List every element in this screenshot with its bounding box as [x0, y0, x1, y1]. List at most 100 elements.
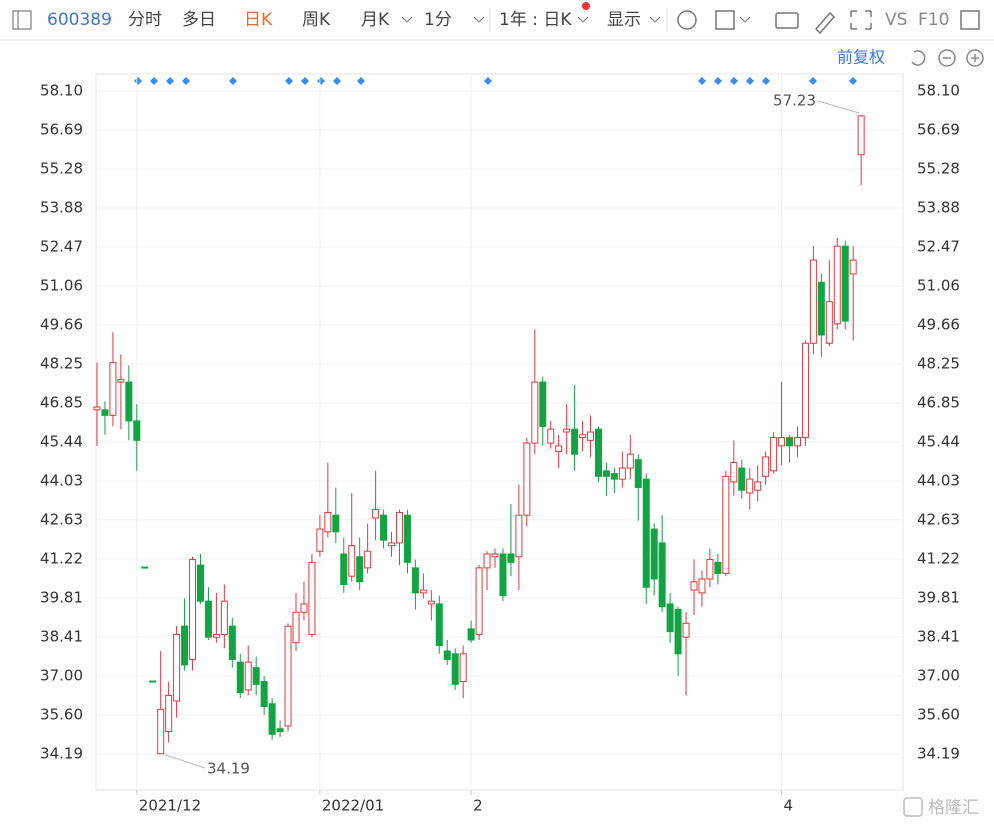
candle-body [746, 478, 754, 494]
candle-body [833, 245, 841, 325]
tab[interactable]: 1分 [424, 10, 452, 30]
candle-body [849, 259, 857, 275]
y-tick-label: 34.19 [40, 744, 83, 762]
zoom-in-icon[interactable] [966, 49, 984, 67]
y-tick-label: 58.10 [40, 81, 83, 99]
y-tick-label-right: 42.63 [917, 510, 960, 528]
candle-body [419, 589, 427, 594]
candle-body [634, 459, 642, 488]
y-tick-label: 48.25 [40, 355, 83, 373]
y-tick-label-right: 55.28 [917, 160, 960, 178]
candle-body [141, 566, 149, 569]
candle-body [722, 475, 730, 574]
y-tick-label-right: 49.66 [917, 315, 960, 333]
candle-body [427, 600, 435, 605]
panel-icon[interactable] [960, 10, 980, 30]
candle-body [308, 561, 316, 635]
frame-icon[interactable] [715, 10, 735, 30]
candle-body [539, 381, 547, 427]
display-menu[interactable]: 显示 [607, 10, 641, 30]
undo-icon[interactable] [911, 50, 926, 66]
candle-body [236, 661, 244, 694]
candle-body [793, 437, 801, 447]
candle-body [682, 622, 690, 638]
candle-body [626, 453, 634, 469]
y-tick-label: 46.85 [40, 393, 83, 411]
candle-body [196, 564, 204, 602]
fullscreen-icon[interactable] [850, 10, 872, 30]
candle-body [738, 467, 746, 491]
candle-body [380, 514, 388, 541]
candle-body [587, 431, 595, 441]
x-tick-label: 4 [784, 797, 794, 815]
candle-body [388, 542, 396, 547]
candle-body [523, 442, 531, 516]
candle-body [356, 556, 364, 583]
candle-body [499, 553, 507, 597]
grid [96, 74, 903, 790]
y-tick-label: 41.22 [40, 550, 83, 568]
candle-body [181, 625, 189, 666]
y-tick-label: 51.06 [40, 277, 83, 295]
candle-body [348, 545, 356, 577]
candle-body [483, 553, 491, 569]
candle-body [268, 703, 276, 735]
dropdown-icon [401, 16, 413, 23]
candle-body [125, 381, 133, 422]
candle-body [212, 633, 220, 638]
pen-icon[interactable] [814, 11, 836, 35]
candle-body [555, 445, 563, 452]
tab[interactable]: 周K [302, 10, 331, 30]
candle-body [93, 406, 101, 411]
f10-button[interactable]: F10 [918, 10, 949, 30]
y-tick-label: 35.60 [40, 705, 83, 723]
candle-body [666, 603, 674, 633]
candle-body [563, 428, 571, 433]
candle-body [292, 611, 300, 644]
candle-body [602, 470, 610, 477]
vs-button[interactable]: VS [885, 10, 907, 30]
candle-body [507, 553, 515, 563]
period-select[interactable]: 1年 : 日K [499, 10, 572, 30]
y-tick-label-right: 53.88 [917, 198, 960, 216]
candle-body [300, 603, 308, 613]
tab[interactable]: 月K [361, 10, 390, 30]
candle-body [173, 633, 181, 702]
max-annotation: 57.23 [773, 92, 816, 110]
annotation-leader [817, 100, 860, 114]
badge [582, 2, 590, 10]
sidebar-icon[interactable] [12, 10, 32, 30]
candle-body [451, 653, 459, 685]
dropdown-icon [577, 16, 589, 23]
candle-body [786, 437, 794, 447]
candle-body [109, 362, 117, 416]
y-tick-label-right: 37.00 [917, 667, 960, 685]
candle-body [101, 409, 109, 416]
stock-code[interactable]: 600389 [47, 10, 112, 30]
tab[interactable]: 分时 [128, 10, 162, 30]
candle-body [316, 528, 324, 552]
y-tick-label-right: 34.19 [917, 744, 960, 762]
candle-body [395, 511, 403, 544]
watermark: 格隆汇 [928, 798, 979, 818]
candle-body [770, 437, 778, 472]
tab-active[interactable]: 日K [244, 10, 273, 30]
adjust-mode[interactable]: 前复权 [837, 48, 885, 67]
candle-body [467, 628, 475, 641]
annotation-leader [162, 753, 206, 769]
candle-body [698, 578, 706, 594]
candle-body [642, 478, 650, 588]
x-tick-label: 2022/01 [322, 797, 384, 815]
candle-body [189, 559, 197, 660]
zoom-out-icon[interactable] [938, 49, 956, 67]
candle-body [594, 428, 602, 477]
candle-body [674, 608, 682, 655]
camera-icon[interactable] [775, 12, 799, 29]
y-tick-label: 52.47 [40, 238, 83, 256]
y-tick-label-right: 38.41 [917, 627, 960, 645]
tab[interactable]: 多日 [182, 10, 216, 30]
settings-icon[interactable] [677, 10, 697, 30]
candle-body [778, 437, 786, 447]
x-tick-label: 2 [473, 797, 483, 815]
